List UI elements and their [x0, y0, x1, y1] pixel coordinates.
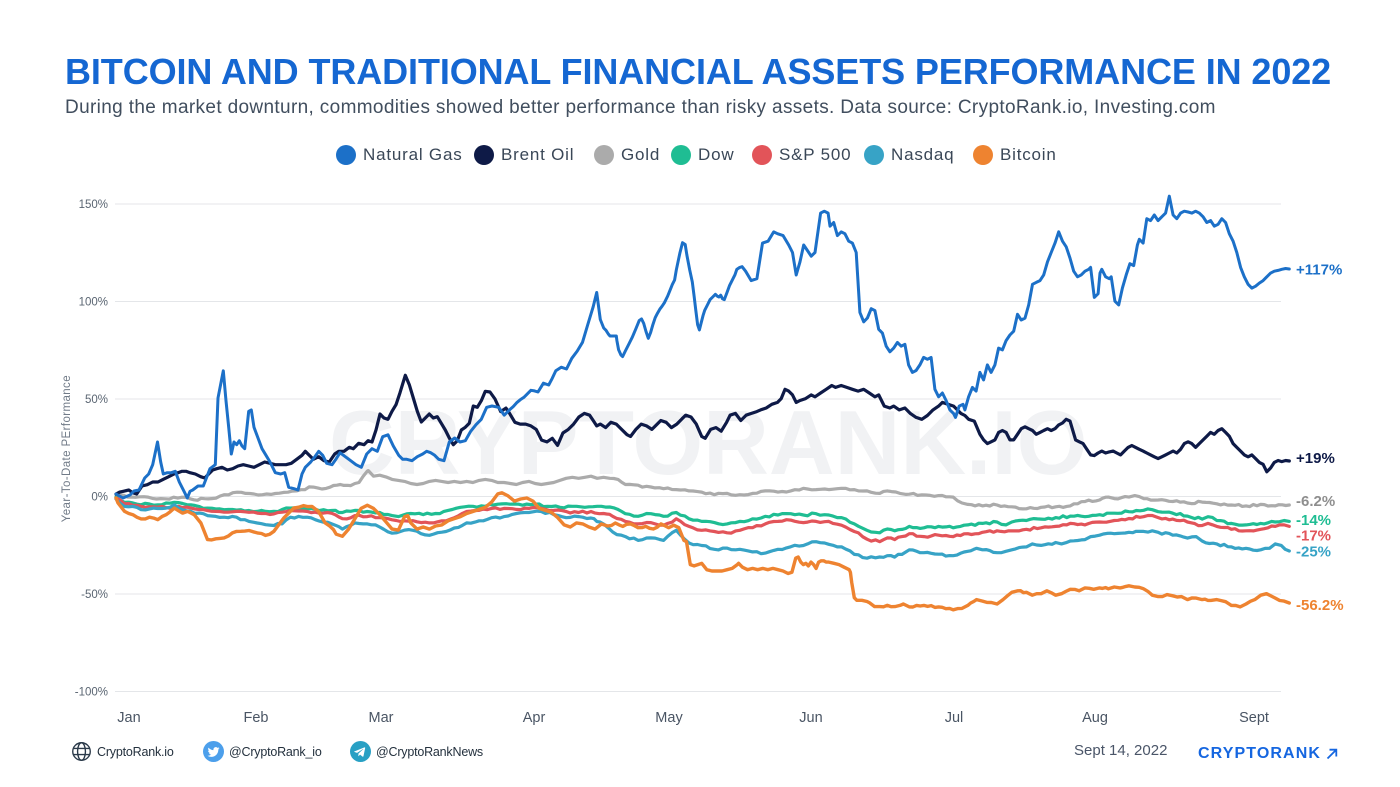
svg-text:-25%: -25% [1296, 544, 1331, 561]
svg-text:Jan: Jan [117, 710, 140, 726]
svg-text:Apr: Apr [523, 710, 546, 726]
svg-text:-6.2%: -6.2% [1296, 493, 1335, 510]
svg-text:-100%: -100% [75, 687, 108, 699]
svg-text:-17%: -17% [1296, 528, 1331, 545]
svg-text:0%: 0% [91, 492, 108, 504]
svg-text:May: May [655, 710, 683, 726]
svg-text:50%: 50% [85, 394, 108, 406]
svg-text:100%: 100% [79, 297, 108, 309]
svg-text:+19%: +19% [1296, 450, 1335, 467]
svg-text:Aug: Aug [1082, 710, 1108, 726]
svg-text:Sept: Sept [1239, 710, 1269, 726]
svg-text:+117%: +117% [1296, 262, 1342, 279]
svg-text:Feb: Feb [244, 710, 269, 726]
svg-text:-50%: -50% [81, 589, 108, 601]
svg-text:-14%: -14% [1296, 512, 1331, 529]
svg-text:150%: 150% [79, 199, 108, 211]
svg-text:Jun: Jun [799, 710, 822, 726]
svg-text:-56.2%: -56.2% [1296, 597, 1344, 614]
svg-text:Jul: Jul [945, 710, 964, 726]
svg-text:Mar: Mar [369, 710, 394, 726]
